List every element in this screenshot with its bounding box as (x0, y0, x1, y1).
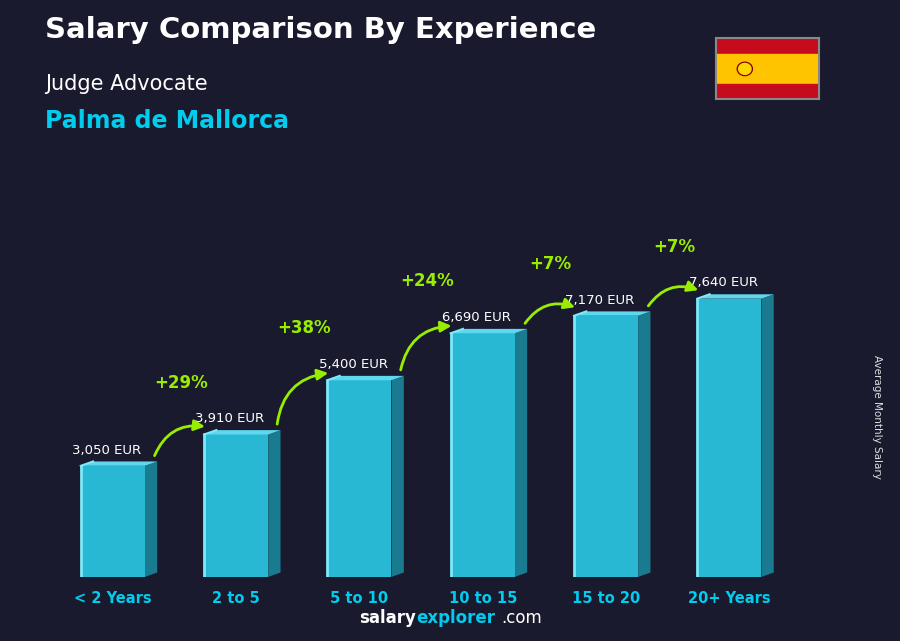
Text: +24%: +24% (400, 272, 454, 290)
Text: salary: salary (359, 609, 416, 627)
FancyBboxPatch shape (328, 380, 392, 577)
FancyBboxPatch shape (204, 435, 268, 577)
Text: 5,400 EUR: 5,400 EUR (319, 358, 388, 371)
Polygon shape (268, 430, 281, 577)
FancyBboxPatch shape (574, 316, 638, 577)
FancyBboxPatch shape (451, 333, 515, 577)
Text: +7%: +7% (529, 255, 572, 273)
Text: +38%: +38% (277, 319, 331, 337)
Polygon shape (145, 462, 158, 577)
Circle shape (739, 63, 751, 74)
Text: 6,690 EUR: 6,690 EUR (442, 311, 511, 324)
FancyBboxPatch shape (698, 299, 761, 577)
Text: 3,910 EUR: 3,910 EUR (195, 412, 265, 426)
Text: 7,170 EUR: 7,170 EUR (565, 294, 634, 306)
Circle shape (737, 62, 752, 76)
Text: Judge Advocate: Judge Advocate (45, 74, 208, 94)
Text: +29%: +29% (154, 374, 208, 392)
Polygon shape (515, 329, 527, 577)
Polygon shape (761, 294, 774, 577)
Text: Palma de Mallorca: Palma de Mallorca (45, 109, 289, 133)
Polygon shape (698, 294, 774, 299)
Text: 7,640 EUR: 7,640 EUR (688, 276, 758, 290)
Text: +7%: +7% (652, 238, 695, 256)
Polygon shape (392, 376, 404, 577)
Polygon shape (574, 312, 651, 316)
Text: .com: .com (501, 609, 542, 627)
Polygon shape (451, 329, 527, 333)
Polygon shape (81, 462, 158, 466)
Polygon shape (328, 376, 404, 380)
Text: Average Monthly Salary: Average Monthly Salary (872, 354, 883, 479)
FancyBboxPatch shape (81, 466, 145, 577)
Text: explorer: explorer (416, 609, 495, 627)
Bar (716, 38, 819, 54)
Text: Salary Comparison By Experience: Salary Comparison By Experience (45, 16, 596, 44)
Polygon shape (204, 430, 281, 435)
Bar (716, 84, 819, 99)
Text: 3,050 EUR: 3,050 EUR (72, 444, 141, 456)
Polygon shape (638, 312, 651, 577)
Bar (716, 54, 819, 84)
